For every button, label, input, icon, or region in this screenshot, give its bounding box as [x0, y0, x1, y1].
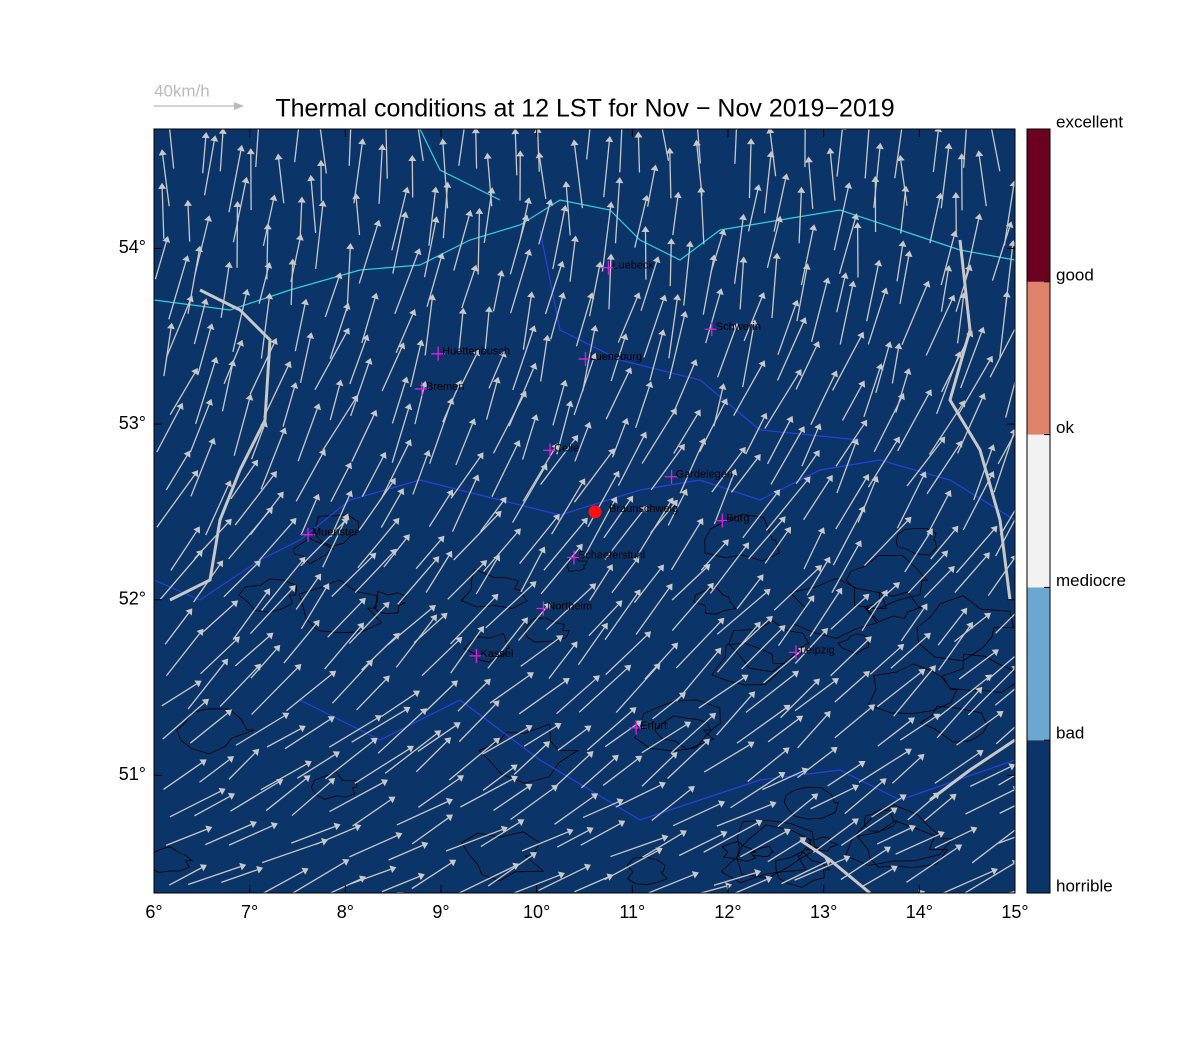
- city-label: Erfurt: [640, 720, 667, 732]
- plot: Luebeck Schwerin Huettenbusch Lueneburg Brem…: [119, 92, 1126, 935]
- wind-arrow: [585, 912, 621, 924]
- colorbar-segment: [1027, 129, 1050, 282]
- wind-arrow: [347, 895, 399, 927]
- colorbar-label: ok: [1056, 418, 1074, 437]
- colorbar-label: horrible: [1056, 876, 1113, 895]
- colorbar-segment: [1027, 740, 1050, 893]
- wind-arrow-head: [449, 915, 456, 923]
- colorbar-label: mediocre: [1056, 571, 1126, 590]
- wind-arrow-head: [651, 898, 658, 906]
- colorbar-label: good: [1056, 265, 1094, 284]
- wind-arrow-head: [1040, 902, 1047, 910]
- x-tick-label: 8°: [337, 902, 354, 922]
- colorbar-segment: [1027, 587, 1050, 740]
- wind-arrow-head: [860, 894, 867, 901]
- wind-arrow: [194, 903, 234, 916]
- wind-arrow: [453, 906, 484, 923]
- colorbar-segment: [1027, 435, 1050, 588]
- wind-arrow-head: [256, 106, 264, 112]
- wind-arrow: [836, 902, 871, 918]
- city-label: Bremen: [426, 381, 465, 393]
- city-label: Leipzig: [800, 644, 835, 656]
- x-tick-label: 9°: [432, 902, 449, 922]
- wind-arrow-head: [315, 907, 322, 914]
- city-label: Northeim: [547, 600, 592, 612]
- wind-arrow: [256, 911, 316, 934]
- city-label: Muenster: [312, 527, 358, 539]
- site-label: Braunschweig: [609, 503, 678, 515]
- city-label: Huettenbusch: [442, 346, 510, 358]
- wind-arrow-head: [165, 112, 173, 118]
- wind-arrow: [937, 915, 990, 932]
- wind-scale-label: 40km/h: [154, 81, 210, 100]
- site-marker: [589, 505, 602, 518]
- wind-arrow-head: [1018, 501, 1025, 508]
- x-tick-label: 12°: [714, 902, 741, 922]
- city-label: Schaeferstuhl: [578, 549, 645, 561]
- x-tick-label: 10°: [523, 902, 550, 922]
- colorbar-segment: [1027, 282, 1050, 435]
- wind-scale-head: [234, 102, 244, 110]
- wind-arrow-head: [770, 915, 777, 923]
- wind-arrow-head: [262, 906, 269, 914]
- wind-arrow-head: [327, 893, 334, 900]
- city-label: Luebeck: [612, 260, 654, 272]
- city-label: Schwerin: [716, 321, 761, 333]
- wind-arrow: [476, 133, 477, 168]
- y-tick-label: 53°: [119, 413, 146, 433]
- wind-arrow-head: [783, 904, 790, 912]
- wind-arrow-head: [670, 912, 677, 919]
- wind-arrow-head: [989, 911, 996, 919]
- y-tick-label: 52°: [119, 588, 146, 608]
- wind-arrow-head: [1015, 499, 1022, 506]
- x-tick-label: 13°: [810, 902, 837, 922]
- x-tick-label: 6°: [145, 902, 162, 922]
- x-tick-label: 7°: [241, 902, 258, 922]
- wind-arrow-head: [988, 122, 996, 129]
- wind-arrow-head: [964, 105, 972, 111]
- city-label: Gardelegen: [676, 469, 734, 481]
- city-label: Kassel: [480, 648, 513, 660]
- wind-arrow-head: [232, 899, 239, 907]
- colorbar-label: bad: [1056, 724, 1084, 743]
- city-label: Celle: [554, 442, 579, 454]
- y-tick-label: 54°: [119, 237, 146, 257]
- title: Thermal conditions at 12 LST for Nov − N…: [275, 95, 894, 123]
- wind-arrow: [292, 896, 329, 915]
- city-label: Burg: [726, 513, 749, 525]
- wind-arrow-head: [558, 898, 565, 905]
- wind-arrow: [476, 896, 519, 917]
- x-tick-label: 15°: [1001, 902, 1028, 922]
- wind-arrow: [745, 907, 784, 921]
- wind-arrow: [173, 911, 224, 934]
- x-tick-label: 14°: [906, 902, 933, 922]
- wind-arrow-head: [940, 894, 947, 901]
- wind-arrow-head: [869, 899, 876, 906]
- wind-arrow-head: [517, 893, 524, 900]
- wind-arrow: [550, 899, 601, 927]
- wind-arrow-head: [483, 902, 490, 909]
- x-tick-label: 11°: [619, 902, 645, 922]
- wind-arrow-head: [1016, 315, 1023, 322]
- wind-arrow-head: [600, 896, 607, 903]
- y-tick-label: 51°: [119, 764, 146, 784]
- wind-arrow-head: [371, 903, 378, 911]
- wind-arrow-head: [899, 116, 907, 123]
- city-label: Lueneburg: [589, 351, 642, 363]
- colorbar-label: excellent: [1056, 112, 1123, 131]
- wind-arrow-head: [223, 907, 230, 914]
- wind-arrow-head: [466, 895, 473, 902]
- wind-arrow-head: [1017, 823, 1024, 830]
